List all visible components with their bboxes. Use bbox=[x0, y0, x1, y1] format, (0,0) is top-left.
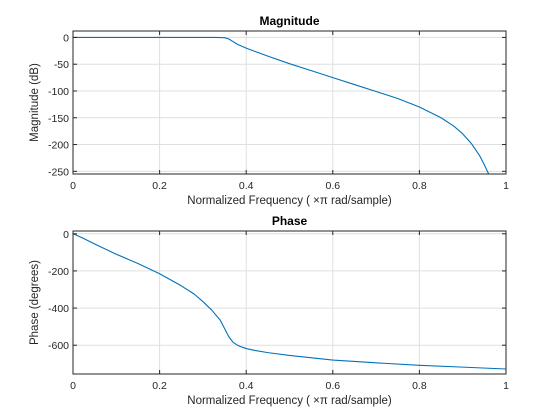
magnitude-x-tick-label: 1 bbox=[503, 180, 509, 192]
magnitude-y-axis-label: Magnitude (dB) bbox=[29, 63, 41, 142]
phase-plot: 0 0.2 0.4 0.6 0.8 1 0 -200 -400 -600 Phase Normal… bbox=[29, 214, 509, 407]
magnitude-curve bbox=[73, 36, 490, 175]
magnitude-y-tick-label: 0 bbox=[63, 32, 69, 44]
phase-title: Phase bbox=[272, 214, 308, 228]
magnitude-axes-frame bbox=[72, 30, 507, 175]
magnitude-x-tick-label: 0.2 bbox=[152, 180, 167, 192]
magnitude-x-axis-label: Normalized Frequency ( ×π rad/sample) bbox=[187, 195, 392, 207]
phase-axes-frame bbox=[72, 230, 507, 375]
phase-x-tick-label: 0.8 bbox=[412, 380, 427, 392]
magnitude-x-tick-label: 0.4 bbox=[239, 180, 254, 192]
magnitude-y-tick-label: -50 bbox=[54, 59, 69, 71]
phase-y-axis-label: Phase (degrees) bbox=[29, 260, 41, 345]
magnitude-title: Magnitude bbox=[260, 14, 320, 28]
phase-x-tick-label: 0.6 bbox=[325, 380, 340, 392]
magnitude-x-tick-label: 0.8 bbox=[412, 180, 427, 192]
phase-x-tick-label: 1 bbox=[503, 380, 509, 392]
phase-y-tick-label: -600 bbox=[48, 340, 69, 352]
phase-curve bbox=[72, 233, 507, 370]
phase-x-tick-label: 0.4 bbox=[239, 380, 254, 392]
phase-x-tick-label: 0 bbox=[70, 380, 76, 392]
magnitude-plot: 0 0.2 0.4 0.6 0.8 1 0 -50 -100 -150 -200 -250 Magni… bbox=[29, 14, 509, 207]
magnitude-y-tick-label: -200 bbox=[48, 140, 69, 152]
phase-x-axis-label: Normalized Frequency ( ×π rad/sample) bbox=[187, 395, 392, 407]
phase-y-tick-label: -200 bbox=[48, 266, 69, 278]
phase-x-tick-label: 0.2 bbox=[152, 380, 167, 392]
magnitude-x-tick-label: 0.6 bbox=[325, 180, 340, 192]
magnitude-y-tick-label: -250 bbox=[48, 166, 69, 178]
magnitude-x-tick-label: 0 bbox=[70, 180, 76, 192]
phase-y-tick-label: -400 bbox=[48, 303, 69, 315]
magnitude-y-tick-label: -100 bbox=[48, 86, 69, 98]
magnitude-y-tick-label: -150 bbox=[48, 113, 69, 125]
phase-y-tick-label: 0 bbox=[63, 229, 69, 241]
